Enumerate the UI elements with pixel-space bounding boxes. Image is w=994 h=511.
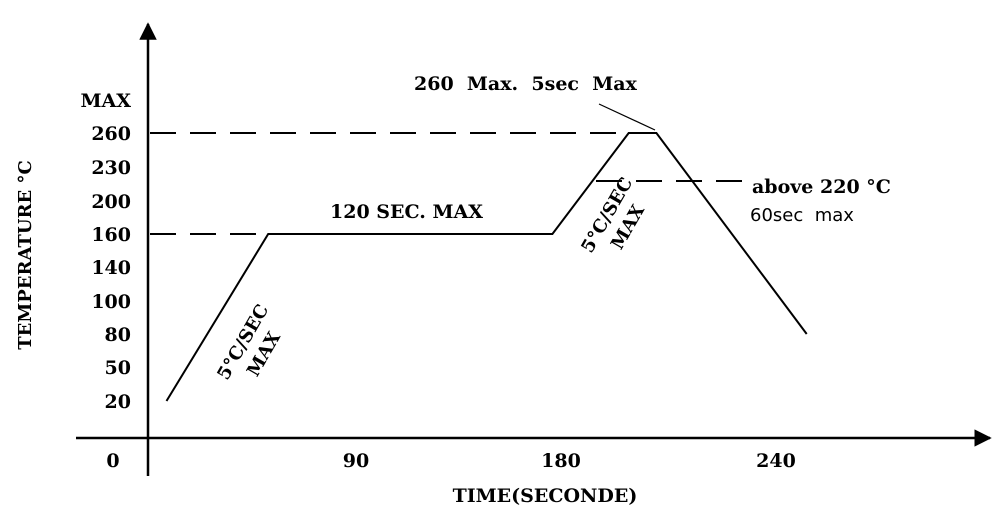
y-tick-label: 80 [105, 324, 131, 346]
temperature-profile-line [165, 132, 808, 402]
y-tick-label: 200 [91, 191, 131, 213]
peak-annotation: 260 Max. 5sec Max [414, 73, 638, 95]
soak-annotation: 120 SEC. MAX [330, 201, 483, 223]
y-tick-label: 20 [105, 391, 131, 413]
x-tick-labels: 0 90 180 240 [106, 450, 795, 472]
y-tick-label: 230 [91, 157, 131, 179]
y-tick-label: 140 [91, 257, 131, 279]
ramp-up-1-annotation: 5°C/SEC MAX [213, 301, 285, 384]
y-tick-label: 100 [91, 291, 131, 313]
reference-lines [150, 132, 756, 235]
peak-leader-line [598, 103, 656, 131]
above-220-annotation-line2: 60sec max [750, 205, 854, 226]
x-tick-label: 0 [106, 450, 119, 472]
y-tick-label: 160 [91, 224, 131, 246]
x-tick-label: 240 [756, 450, 796, 472]
ramp-up-2-annotation: 5°C/SEC MAX [577, 174, 649, 257]
x-tick-label: 90 [343, 450, 369, 472]
y-axis-label: TEMPERATURE °C [15, 160, 36, 350]
y-tick-label: MAX [80, 90, 131, 112]
x-axis-label: TIME(SECONDE) [453, 485, 638, 507]
y-tick-label: 260 [91, 123, 131, 145]
y-tick-label: 50 [105, 357, 131, 379]
x-tick-label: 180 [541, 450, 581, 472]
y-tick-labels: MAX 260 230 200 160 140 100 80 50 20 [80, 90, 131, 413]
above-220-annotation-line1: above 220 °C [752, 176, 891, 198]
